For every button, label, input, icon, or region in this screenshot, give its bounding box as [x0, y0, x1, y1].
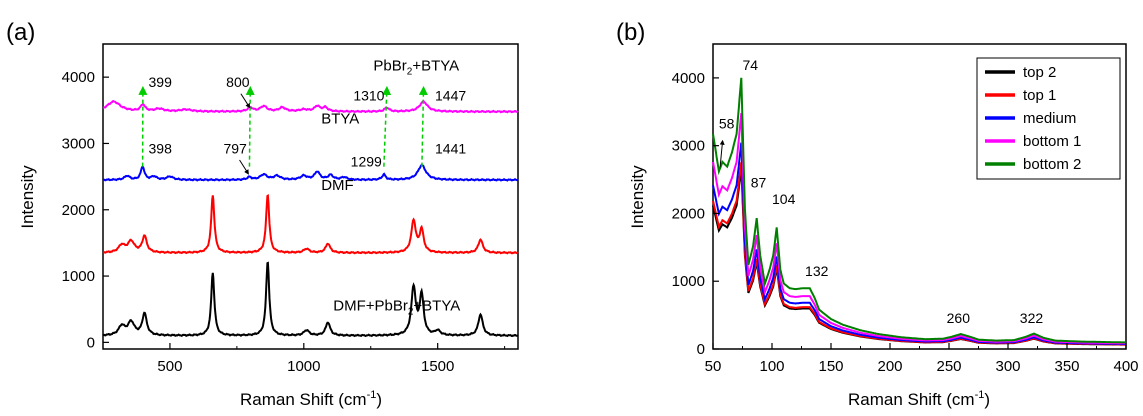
panel-b-annotation-6: 322 [1020, 310, 1044, 326]
panel-a-annotation-6: 1299 [351, 154, 382, 170]
panel-a-annotation-3: 1447 [435, 87, 466, 103]
panel-a-x-tick-label-2: 1500 [421, 358, 454, 375]
panel-b-y-tick-label-0: 0 [697, 341, 705, 358]
panel-b-label: (b) [616, 19, 645, 46]
panel-a-y-tick-label-3: 3000 [62, 135, 95, 152]
panel-a-pointer-arrow-1 [241, 94, 249, 107]
panel-b-legend: top 2 top 1 medium bottom 1 bottom 2 [977, 58, 1120, 179]
panel-a-series-label-3: PbBr2+BTYA [373, 58, 459, 78]
panel-a-series-line-2 [103, 165, 518, 180]
panel-b-x-tick-label-6: 350 [1054, 358, 1079, 375]
panel-b-y-tick-label-4: 4000 [672, 70, 705, 87]
panel-a: (a) 500 1000 1500 0 1000 2000 3000 4000 DMF+Pb… [6, 19, 518, 409]
panel-a-series-label-0: DMF+PbBr2+BTYA [333, 298, 460, 318]
panel-a-x-axis-title: Raman Shift (cm-1) [240, 389, 382, 409]
panel-b-legend-label-1: top 1 [1023, 87, 1056, 104]
panel-b-y-axis-title: Intensity [628, 165, 647, 229]
panel-b-x-tick-label-0: 50 [705, 358, 722, 375]
panel-a-annotation-4: 398 [149, 140, 173, 156]
panel-a-y-axis-title: Intensity [18, 165, 37, 229]
panel-b-y-tick-label-3: 3000 [672, 138, 705, 155]
panel-b-x-tick-label-7: 400 [1113, 358, 1138, 375]
panel-b-annotation-1: 58 [719, 116, 735, 132]
panel-a-annotation-7: 1441 [435, 140, 466, 156]
panel-b-annotation-0: 74 [743, 57, 759, 73]
panel-b-y-ticks: 0 1000 2000 3000 4000 [672, 70, 719, 358]
panel-a-pointer-arrow-0 [240, 160, 248, 173]
panel-b-x-ticks: 50 100 150 200 250 300 350 400 [705, 343, 1139, 375]
panel-a-y-tick-label-2: 2000 [62, 202, 95, 219]
panel-b-annotation-5: 260 [947, 310, 971, 326]
panel-b-x-axis-title: Raman Shift (cm-1) [848, 389, 990, 409]
panel-a-x-ticks: 500 1000 1500 [103, 343, 505, 375]
panel-a-y-tick-label-4: 4000 [62, 69, 95, 86]
panel-b-annotation-3: 104 [772, 191, 796, 207]
panel-b-legend-label-3: bottom 1 [1023, 133, 1081, 150]
panel-b-y-tick-label-1: 1000 [672, 273, 705, 290]
panel-b: (b) 50 100 150 200 250 300 350 400 0 1000 2000 300… [616, 19, 1139, 409]
panel-b-legend-label-0: top 2 [1023, 64, 1056, 81]
panel-a-x-tick-label-0: 500 [157, 358, 182, 375]
panel-a-annotation-1: 800 [226, 74, 250, 90]
panel-b-x-tick-label-2: 150 [818, 358, 843, 375]
panel-b-x-tick-label-4: 250 [936, 358, 961, 375]
panel-a-annotation-2: 1310 [353, 87, 384, 103]
panel-a-series-label-1: DMF [321, 177, 354, 194]
panel-a-y-ticks: 0 1000 2000 3000 4000 [62, 69, 109, 351]
panel-a-series-label-2: BTYA [321, 111, 359, 128]
panel-b-legend-label-2: medium [1023, 110, 1076, 127]
panel-a-y-tick-label-0: 0 [87, 334, 95, 351]
panel-a-label: (a) [6, 19, 35, 46]
panel-b-x-tick-label-3: 200 [877, 358, 902, 375]
panel-a-series-line-1 [103, 195, 518, 253]
panel-a-y-tick-label-1: 1000 [62, 268, 95, 285]
panel-a-x-tick-label-1: 1000 [287, 358, 320, 375]
panel-b-x-tick-label-1: 100 [759, 358, 784, 375]
panel-b-legend-label-4: bottom 2 [1023, 156, 1081, 173]
panel-b-y-tick-label-2: 2000 [672, 205, 705, 222]
panel-a-shift-arrow-1 [249, 90, 250, 166]
panel-b-annotation-2: 87 [751, 175, 767, 191]
panel-a-annotation-0: 399 [149, 74, 173, 90]
panel-b-x-tick-label-5: 300 [995, 358, 1020, 375]
panel-a-annotations: 399 800 1310 1447 398 797 1299 1441 [149, 74, 467, 170]
panel-b-annotation-4: 132 [805, 263, 829, 279]
panel-a-annotation-5: 797 [223, 140, 247, 156]
